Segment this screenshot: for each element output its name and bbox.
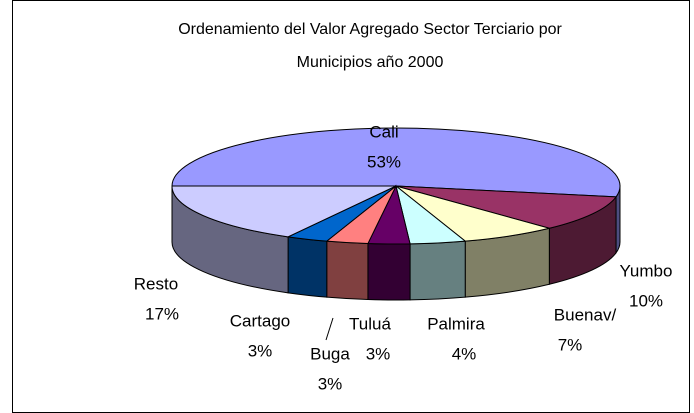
pie-side bbox=[367, 243, 411, 301]
slice-value-label: 10% bbox=[629, 291, 663, 310]
slice-label: Cartago bbox=[230, 311, 290, 330]
pie-side bbox=[409, 240, 466, 301]
slice-label: Buenav/ bbox=[554, 305, 617, 324]
slice-label: Cali bbox=[369, 122, 398, 141]
slice-value-label: 3% bbox=[318, 374, 343, 393]
pie-side bbox=[326, 240, 369, 301]
pie-side bbox=[287, 236, 328, 298]
pie-slice bbox=[171, 127, 621, 198]
slice-value-label: 17% bbox=[145, 304, 179, 323]
slice-value-label: 3% bbox=[366, 344, 391, 363]
slice-value-label: 3% bbox=[248, 341, 273, 360]
slice-value-label: 53% bbox=[367, 152, 401, 171]
chart-title: Municipios año 2000 bbox=[297, 54, 444, 71]
slice-label: Tuluá bbox=[349, 314, 391, 333]
slice-label: Resto bbox=[134, 274, 178, 293]
slice-value-label: 7% bbox=[558, 335, 583, 354]
slice-value-label: 4% bbox=[452, 344, 477, 363]
pie-slice bbox=[171, 185, 397, 238]
slice-label: Palmira bbox=[427, 314, 485, 333]
chart-title: Ordenamiento del Valor Agregado Sector T… bbox=[178, 21, 562, 38]
pie-slice bbox=[395, 185, 617, 229]
leader-line bbox=[325, 317, 334, 341]
slice-label: Buga bbox=[310, 344, 350, 363]
slice-label: Yumbo bbox=[620, 261, 673, 280]
